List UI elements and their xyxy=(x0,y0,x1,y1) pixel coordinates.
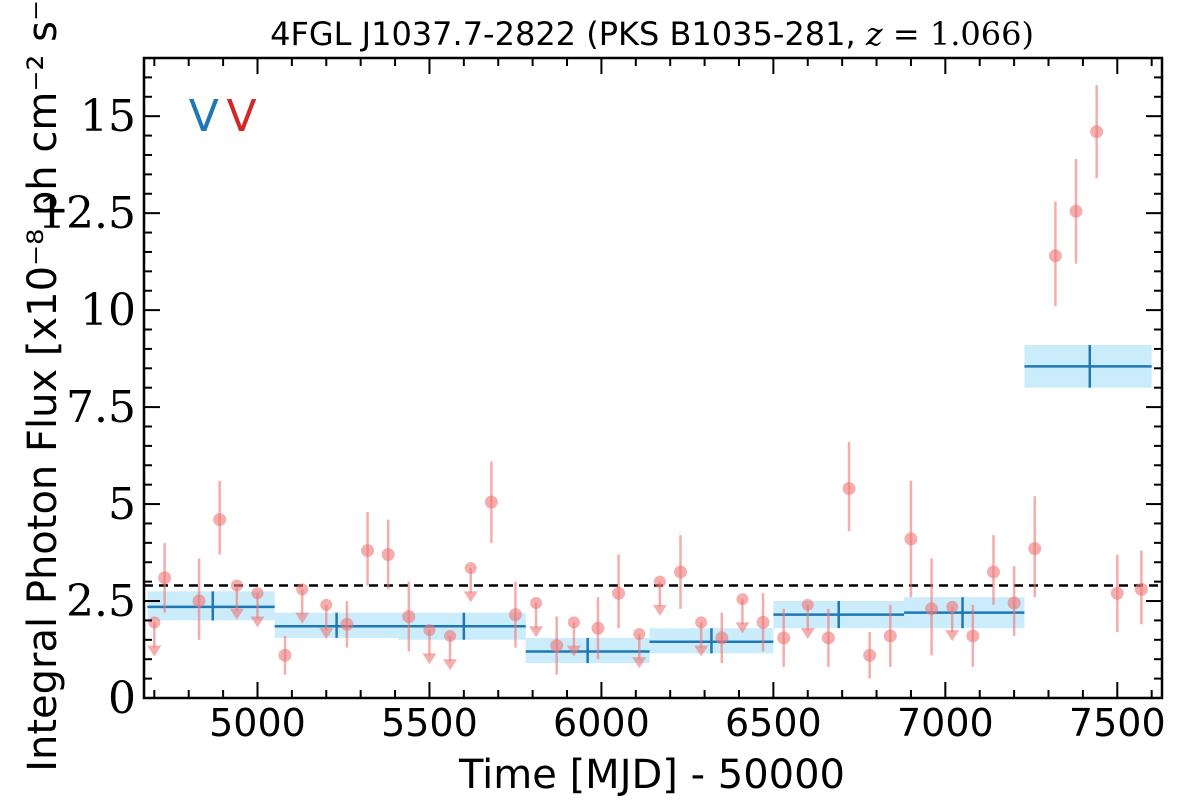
title-main: 4FGL J1037.7-2822 (PKS B1035-281, xyxy=(270,15,866,53)
y-tick-label: 0 xyxy=(108,673,136,724)
x-tick-label: 5000 xyxy=(209,701,306,745)
x-tick-label: 6500 xyxy=(725,701,822,745)
detection-point xyxy=(1090,125,1104,139)
axes-frame xyxy=(142,56,1164,700)
detection-point xyxy=(1007,596,1021,610)
detection-point xyxy=(674,565,688,579)
detection-point xyxy=(484,495,498,509)
y-tick-label: 2.5 xyxy=(66,576,136,627)
x-axis-label: Time [MJD] - 50000 xyxy=(458,752,845,798)
y-tick-label: 10 xyxy=(80,285,136,336)
upper-limit-arrow xyxy=(945,630,960,642)
detection-point xyxy=(213,513,227,527)
upper-limit-arrow xyxy=(443,659,458,671)
detection-point xyxy=(904,532,918,546)
detection-point xyxy=(1134,582,1148,596)
y-tick-label: 7.5 xyxy=(66,382,136,433)
upper-limit-arrow xyxy=(295,612,310,624)
detection-point xyxy=(278,648,292,662)
detection-point xyxy=(508,608,522,622)
detection-point xyxy=(777,631,791,645)
y-tick-label: 5 xyxy=(108,479,136,530)
detection-point xyxy=(381,547,395,561)
detection-point xyxy=(883,629,897,643)
upper-limit-arrow xyxy=(147,645,162,657)
detection-point xyxy=(340,617,354,631)
upper-limit-arrow xyxy=(694,645,709,657)
detection-point xyxy=(715,631,729,645)
detection-point xyxy=(591,621,605,635)
detection-point xyxy=(550,639,564,653)
detection-point xyxy=(1069,204,1083,218)
upper-limit-arrow xyxy=(463,591,478,603)
x-tick-label: 5500 xyxy=(381,701,478,745)
y-tick-label: 12.5 xyxy=(38,188,136,239)
title-redshift-symbol: z xyxy=(865,15,884,53)
upper-limit-arrow xyxy=(632,657,647,669)
detection-point xyxy=(863,648,877,662)
x-tick-label: 7500 xyxy=(1069,701,1166,745)
upper-limit-arrow xyxy=(422,653,437,665)
detection-point xyxy=(1048,249,1062,263)
plot-frame xyxy=(142,56,1164,700)
detection-point xyxy=(192,594,206,608)
y-tick-label: 15 xyxy=(80,91,136,142)
upper-limit-arrow xyxy=(735,622,750,634)
detection-point xyxy=(756,615,770,629)
detection-point xyxy=(1028,542,1042,556)
upper-limit-arrow xyxy=(250,616,265,628)
upper-limit-arrow xyxy=(800,628,815,640)
detection-point xyxy=(361,544,375,558)
detection-point xyxy=(1110,586,1124,600)
detection-point xyxy=(612,586,626,600)
y-axis-label: Integral Photon Flux [x10⁻⁸ ph cm⁻² s⁻¹] xyxy=(20,0,66,772)
detection-point xyxy=(925,602,939,616)
detection-point xyxy=(821,631,835,645)
upper-limit-arrow xyxy=(566,645,581,657)
x-tick-label: 7000 xyxy=(897,701,994,745)
upper-limit-arrow xyxy=(652,604,667,616)
detection-point xyxy=(842,482,856,496)
legend-marker: V xyxy=(227,91,257,142)
detection-point xyxy=(966,629,980,643)
detection-point xyxy=(402,610,416,624)
upper-limit-arrow xyxy=(319,628,334,640)
detection-point xyxy=(986,565,1000,579)
legend-marker: V xyxy=(189,91,219,142)
upper-limit-arrow xyxy=(229,608,244,620)
x-tick-label: 6000 xyxy=(553,701,650,745)
title-redshift-value: = 1.066) xyxy=(883,15,1034,53)
axis-ticks: 5000 5500 6000 6500 7000 7500 0 2.5 5 7.5 10 12.5 15 xyxy=(38,57,1166,745)
upper-limit-arrow xyxy=(529,626,544,638)
chart-title: 4FGL J1037.7-2822 (PKS B1035-281, z = 1.… xyxy=(270,15,1034,53)
detection-point xyxy=(158,571,172,585)
